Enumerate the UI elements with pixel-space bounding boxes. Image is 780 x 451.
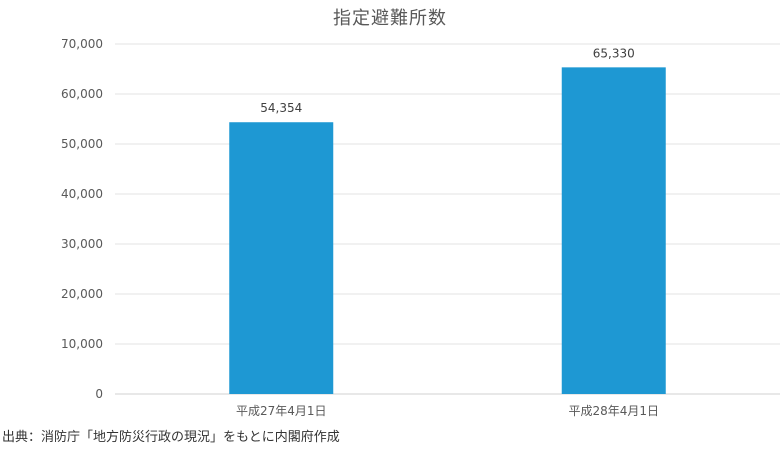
y-tick-label: 20,000: [61, 287, 103, 301]
x-tick-label: 平成28年4月1日: [568, 404, 659, 418]
y-tick-label: 30,000: [61, 237, 103, 251]
bar-data-label: 65,330: [593, 46, 635, 60]
source-note: 出典：消防庁「地方防災行政の現況」をもとに内閣府作成: [2, 430, 340, 445]
y-tick-label: 60,000: [61, 87, 103, 101]
x-tick-label: 平成27年4月1日: [236, 404, 327, 418]
y-tick-label: 70,000: [61, 37, 103, 51]
y-tick-label: 40,000: [61, 187, 103, 201]
chart-title: 指定避難所数: [333, 8, 447, 29]
y-tick-label: 0: [95, 387, 103, 401]
bar: [229, 122, 334, 394]
y-tick-label: 10,000: [61, 337, 103, 351]
bar-data-label: 54,354: [260, 101, 302, 115]
bar: [561, 67, 666, 394]
y-tick-label: 50,000: [61, 137, 103, 151]
